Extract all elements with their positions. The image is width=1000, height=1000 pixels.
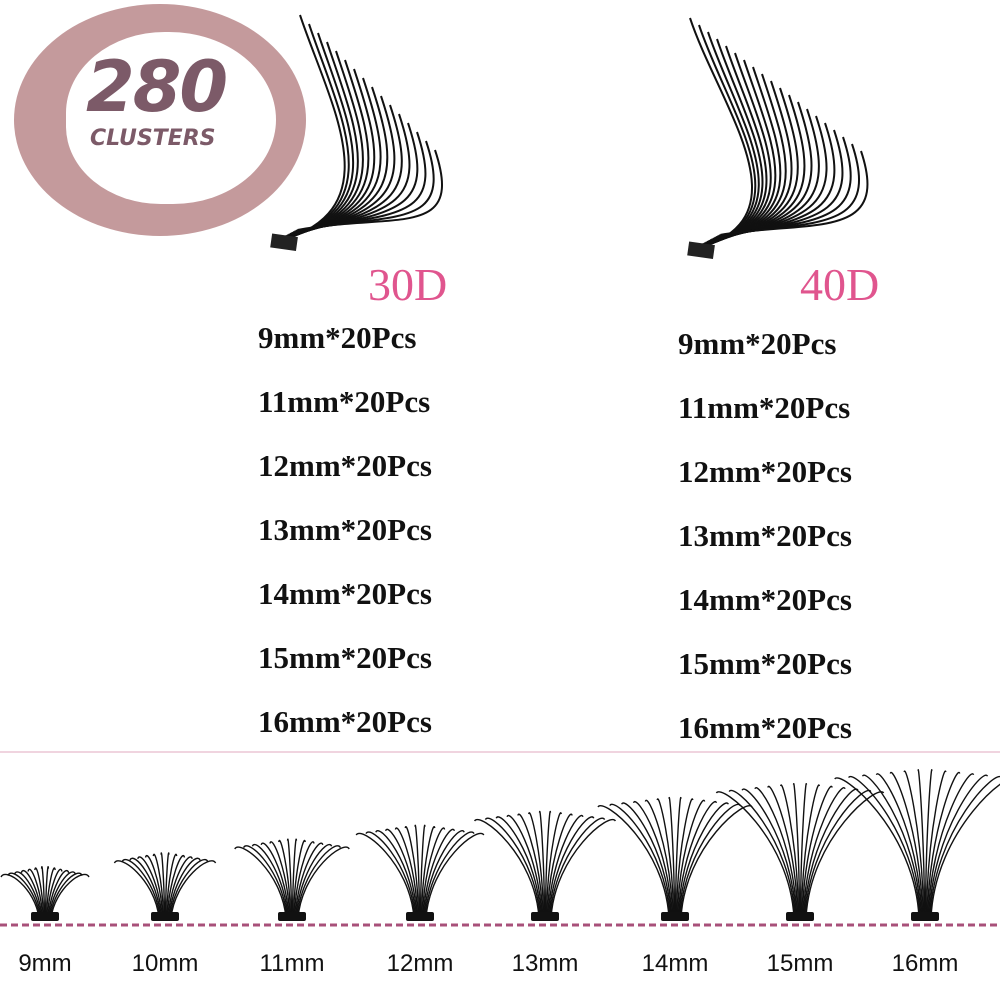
lash-band: [31, 912, 59, 921]
length-label: 16mm: [891, 950, 959, 977]
lash-30d-band: [270, 233, 298, 252]
section-divider: [0, 751, 1000, 753]
lash-30d: [274, 14, 443, 243]
spec-item: 14mm*20Pcs: [258, 576, 432, 611]
lash-cluster: [0, 866, 90, 919]
lash-band: [661, 912, 689, 921]
length-label: 9mm: [18, 950, 72, 977]
length-label: 10mm: [131, 950, 199, 977]
lash-band: [531, 912, 559, 921]
spec-item: 16mm*20Pcs: [678, 710, 852, 745]
lash-band: [278, 912, 306, 921]
product-label-40d: 40D: [800, 259, 880, 310]
lash-cluster: [234, 838, 350, 919]
lash-cluster: [473, 810, 617, 919]
spec-item: 15mm*20Pcs: [258, 640, 432, 675]
length-label: 14mm: [641, 950, 709, 977]
lash-band: [786, 912, 814, 921]
badge-count: 280: [86, 46, 228, 128]
product-label-30d: 30D: [368, 259, 448, 310]
cluster-count-badge: [14, 4, 306, 236]
spec-item: 9mm*20Pcs: [678, 326, 837, 361]
lash-band: [151, 912, 179, 921]
spec-item: 12mm*20Pcs: [678, 454, 852, 489]
lash-40d: [689, 17, 869, 251]
lash-band: [406, 912, 434, 921]
spec-item: 16mm*20Pcs: [258, 704, 432, 739]
lash-cluster: [355, 824, 485, 919]
spec-item: 13mm*20Pcs: [678, 518, 852, 553]
spec-item: 15mm*20Pcs: [678, 646, 852, 681]
length-label: 15mm: [766, 950, 834, 977]
lash-cluster: [113, 852, 217, 919]
spec-item: 14mm*20Pcs: [678, 582, 852, 617]
badge-unit: CLUSTERS: [90, 126, 216, 151]
lash-band: [911, 912, 939, 921]
length-label: 11mm: [259, 950, 325, 977]
lash-cluster: [597, 796, 753, 919]
lash-40d-band: [687, 241, 715, 260]
spec-item: 11mm*20Pcs: [258, 384, 431, 419]
spec-item: 13mm*20Pcs: [258, 512, 432, 547]
length-label: 12mm: [386, 950, 454, 977]
badge-inner: [66, 32, 276, 204]
lash-cluster: [715, 782, 885, 919]
lash-cluster: [834, 769, 1000, 919]
spec-item: 12mm*20Pcs: [258, 448, 432, 483]
spec-item: 11mm*20Pcs: [678, 390, 851, 425]
spec-item: 9mm*20Pcs: [258, 320, 417, 355]
length-label: 13mm: [511, 950, 579, 977]
